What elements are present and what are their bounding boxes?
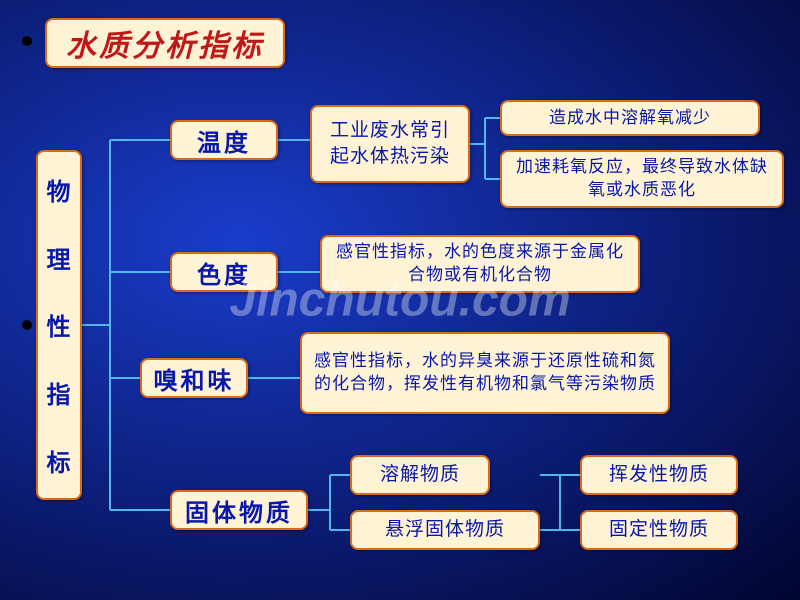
leaf-color-desc: 感官性指标，水的色度来源于金属化合物或有机化合物	[320, 235, 640, 293]
leaf-oxygen-reduce: 造成水中溶解氧减少	[500, 100, 760, 136]
root-char-2: 性	[47, 307, 72, 342]
cat-label: 固体物质	[185, 493, 293, 528]
leaf-odor-desc: 感官性指标，水的异臭来源于还原性硫和氮的化合物，挥发性有机物和氯气等污染物质	[300, 332, 670, 414]
title-box: 水质分析指标	[45, 18, 285, 68]
title-text: 水质分析指标	[66, 21, 264, 65]
mid-text: 溶解物质	[380, 462, 460, 488]
root-box: 物 理 性 指 标	[36, 150, 82, 500]
cat-color: 色度	[170, 252, 278, 292]
mid-industrial: 工业废水常引起水体热污染	[310, 105, 470, 183]
leaf-text: 加速耗氧反应，最终导致水体缺氧或水质恶化	[512, 156, 772, 202]
cat-odor: 嗅和味	[140, 358, 248, 398]
leaf-fixed: 固定性物质	[580, 510, 738, 550]
cat-label: 温度	[197, 123, 251, 158]
root-char-3: 指	[47, 375, 72, 410]
root-char-1: 理	[47, 240, 72, 275]
cat-label: 色度	[197, 255, 251, 290]
cat-temperature: 温度	[170, 120, 278, 160]
mid-suspended: 悬浮固体物质	[350, 510, 540, 550]
cat-solid: 固体物质	[170, 490, 308, 530]
mid-text: 工业废水常引起水体热污染	[322, 118, 458, 169]
leaf-text: 感官性指标，水的异臭来源于还原性硫和氮的化合物，挥发性有机物和氯气等污染物质	[312, 350, 658, 396]
bullet-1	[22, 36, 32, 46]
leaf-text: 固定性物质	[609, 517, 709, 543]
cat-label: 嗅和味	[154, 361, 235, 396]
mid-text: 悬浮固体物质	[385, 517, 505, 543]
leaf-text: 感官性指标，水的色度来源于金属化合物或有机化合物	[332, 241, 628, 287]
root-char-4: 标	[47, 443, 72, 478]
leaf-text: 挥发性物质	[609, 462, 709, 488]
bullet-2	[22, 320, 32, 330]
root-char-0: 物	[47, 172, 72, 207]
leaf-volatile: 挥发性物质	[580, 455, 738, 495]
mid-dissolved: 溶解物质	[350, 455, 490, 495]
leaf-oxygen-consume: 加速耗氧反应，最终导致水体缺氧或水质恶化	[500, 150, 784, 208]
leaf-text: 造成水中溶解氧减少	[549, 107, 711, 130]
